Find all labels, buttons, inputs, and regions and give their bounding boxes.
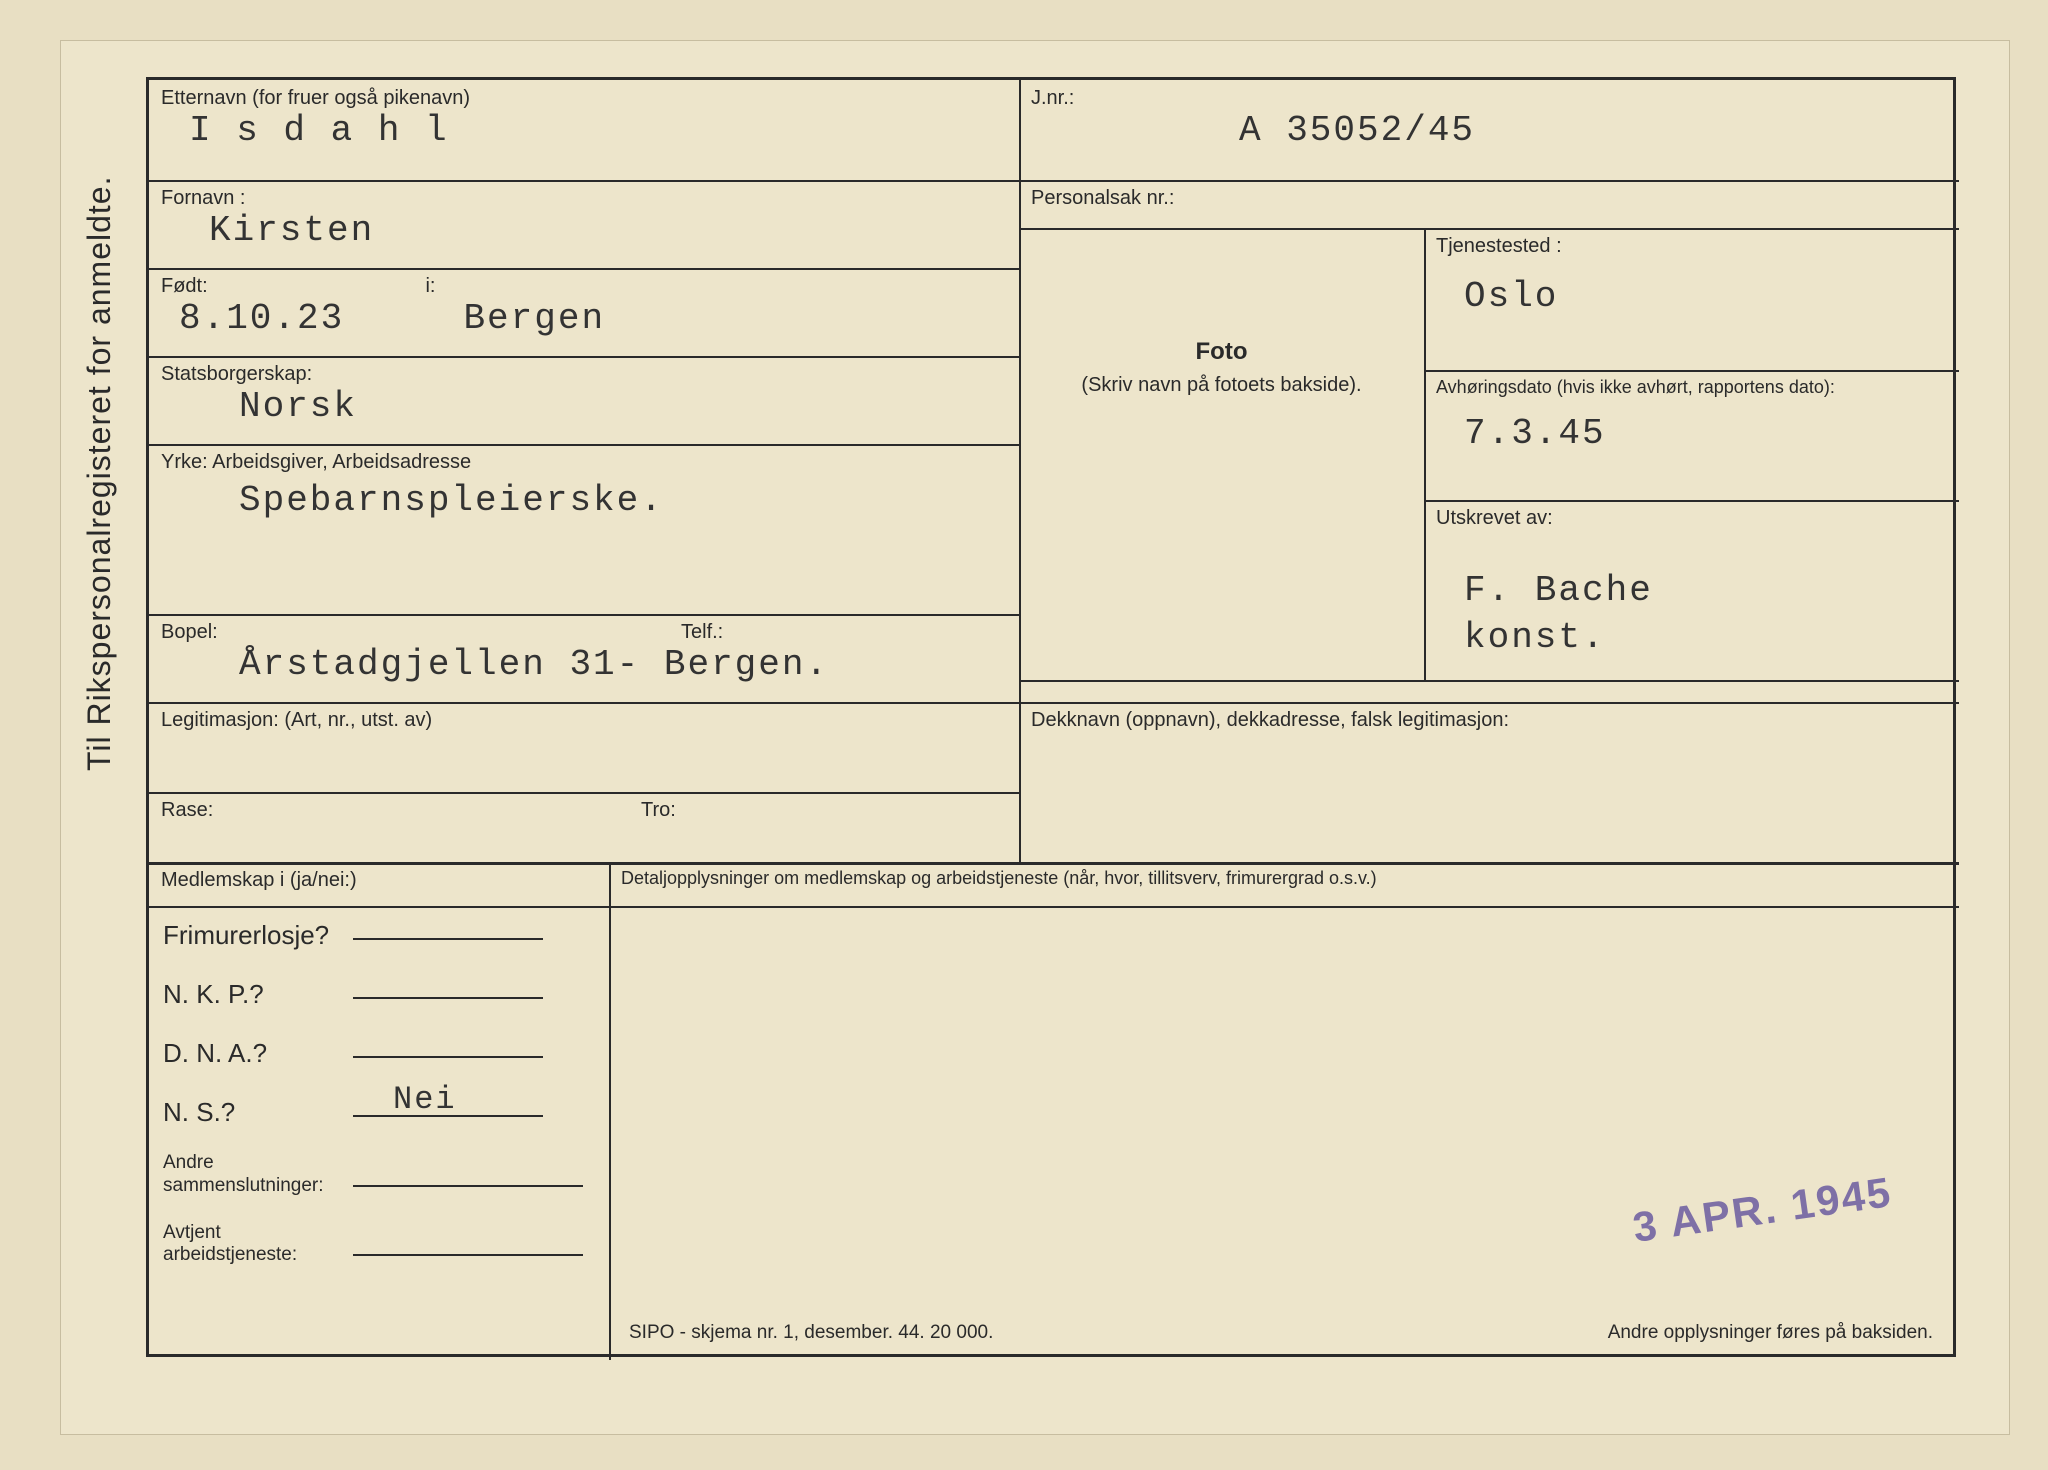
field-yrke: Yrke: Arbeidsgiver, Arbeidsadresse Speba… (149, 444, 1019, 614)
row-frimurer: Frimurerlosje? (149, 906, 609, 951)
membership-list: Frimurerlosje? N. K. P.? D. N. A.? N. S.… (149, 906, 609, 1267)
label-dna: D. N. A.? (163, 1038, 353, 1069)
value-fodt: 8.10.23 (179, 298, 459, 345)
label-stats: Statsborgerskap: (149, 356, 1019, 386)
label-detalj: Detaljopplysninger om medlemskap og arbe… (609, 862, 1959, 890)
label-nkp: N. K. P.? (163, 979, 353, 1010)
hline-9r (609, 906, 1959, 908)
value-tjenestested: Oslo (1424, 258, 1959, 323)
field-utskrevet: Utskrevet av: F. Bache konst. (1424, 500, 1959, 680)
label-utskrevet: Utskrevet av: (1424, 500, 1959, 530)
field-rase-tro: Rase: Tro: (149, 792, 1019, 862)
value-ns: Nei (393, 1081, 457, 1118)
field-legit: Legitimasjon: (Art, nr., utst. av) (149, 702, 1019, 792)
value-utskrevet2: konst. (1424, 617, 1959, 664)
divider-v3 (609, 862, 611, 1360)
label-andre: Andre sammenslutninger: (163, 1152, 353, 1198)
form-outer: Etternavn (for fruer også pikenavn) I s … (146, 77, 1956, 1357)
value-bopel: Årstadgjellen 31- Bergen. (149, 644, 1019, 691)
field-bopel: Bopel: Telf.: Årstadgjellen 31- Bergen. (149, 614, 1019, 702)
value-avhoring: 7.3.45 (1424, 399, 1959, 460)
field-personalsak: Personalsak nr.: (1019, 180, 1959, 228)
field-fodt: Født: i: 8.10.23 Bergen (149, 268, 1019, 356)
label-fodt: Født: (149, 268, 409, 298)
label-ns: N. S.? (163, 1097, 353, 1128)
label-personalsak: Personalsak nr.: (1019, 180, 1959, 210)
value-etternavn: I s d a h l (149, 110, 1019, 157)
field-etternavn: Etternavn (for fruer også pikenavn) I s … (149, 80, 1019, 180)
footer-sipo: SIPO - skjema nr. 1, desember. 44. 20 00… (629, 1322, 993, 1344)
hline-r3 (1424, 680, 1959, 682)
value-fornavn: Kirsten (149, 210, 1019, 257)
label-legit: Legitimasjon: (Art, nr., utst. av) (149, 702, 1019, 732)
foto-box: Foto (Skriv navn på fotoets bakside). (1019, 228, 1424, 680)
label-etternavn: Etternavn (for fruer også pikenavn) (149, 80, 1019, 110)
vertical-title: Til Rikspersonalregisteret for anmeldte. (81, 176, 118, 771)
value-yrke: Spebarnspleierske. (149, 474, 1019, 527)
label-tjenestested: Tjenestested : (1424, 228, 1959, 258)
label-frimurer: Frimurerlosje? (163, 920, 353, 951)
value-jnr: A 35052/45 (1019, 110, 1959, 157)
label-yrke: Yrke: Arbeidsgiver, Arbeidsadresse (149, 444, 1019, 474)
footer-andre: Andre opplysninger føres på baksiden. (1608, 1322, 1933, 1344)
label-fornavn: Fornavn : (149, 180, 1019, 210)
label-avtjent: Avtjent arbeidstjeneste: (163, 1222, 353, 1268)
label-jnr: J.nr.: (1019, 80, 1959, 110)
row-avtjent: Avtjent arbeidstjeneste: (149, 1198, 609, 1268)
field-dekknavn: Dekknavn (oppnavn), dekkadresse, falsk l… (1019, 702, 1959, 862)
field-fornavn: Fornavn : Kirsten (149, 180, 1019, 268)
value-fodt-i: Bergen (463, 298, 605, 345)
row-dna: D. N. A.? (149, 1010, 609, 1069)
row-ns: N. S.? Nei (149, 1069, 609, 1128)
row-nkp: N. K. P.? (149, 951, 609, 1010)
card: Til Rikspersonalregisteret for anmeldte.… (60, 40, 2010, 1435)
row-andre: Andre sammenslutninger: (149, 1128, 609, 1198)
label-tro: Tro: (629, 792, 686, 862)
label-rase: Rase: (149, 792, 629, 862)
field-jnr: J.nr.: A 35052/45 (1019, 80, 1959, 180)
field-medlemskap-hdr: Medlemskap i (ja/nei:) (149, 862, 609, 906)
field-stats: Statsborgerskap: Norsk (149, 356, 1019, 444)
value-stats: Norsk (149, 386, 1019, 433)
label-dekknavn: Dekknavn (oppnavn), dekkadresse, falsk l… (1019, 702, 1959, 732)
field-detalj-hdr: Detaljopplysninger om medlemskap og arbe… (609, 862, 1959, 906)
page: Til Rikspersonalregisteret for anmeldte.… (0, 0, 2048, 1470)
label-telf: Telf.: (669, 614, 733, 644)
label-bopel: Bopel: (149, 614, 669, 644)
label-foto: Foto (1019, 228, 1424, 366)
value-utskrevet1: F. Bache (1424, 530, 1959, 617)
field-avhoring: Avhøringsdato (hvis ikke avhørt, rapport… (1424, 370, 1959, 500)
label-i: i: (413, 268, 445, 298)
field-tjenestested: Tjenestested : Oslo (1424, 228, 1959, 348)
label-avhoring: Avhøringsdato (hvis ikke avhørt, rapport… (1424, 370, 1959, 399)
hline-foto (1019, 680, 1424, 682)
label-foto-sub: (Skriv navn på fotoets bakside). (1019, 366, 1424, 397)
label-medlemskap: Medlemskap i (ja/nei:) (149, 862, 609, 892)
date-stamp: 3 APR. 1945 (1630, 1168, 1895, 1252)
